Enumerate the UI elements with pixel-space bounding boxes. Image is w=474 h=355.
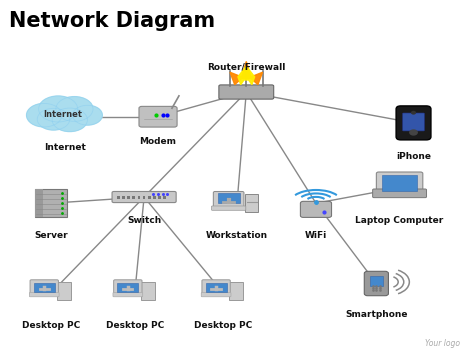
FancyBboxPatch shape xyxy=(29,293,59,297)
Text: Server: Server xyxy=(35,231,68,240)
Text: Workstation: Workstation xyxy=(206,231,268,240)
Text: Modem: Modem xyxy=(139,137,176,146)
FancyBboxPatch shape xyxy=(132,196,135,198)
FancyBboxPatch shape xyxy=(117,196,120,198)
FancyBboxPatch shape xyxy=(112,191,176,203)
FancyBboxPatch shape xyxy=(402,113,424,131)
Text: Desktop PC: Desktop PC xyxy=(106,321,164,329)
FancyBboxPatch shape xyxy=(34,283,55,293)
FancyBboxPatch shape xyxy=(143,196,146,198)
Text: Internet: Internet xyxy=(43,110,82,119)
FancyBboxPatch shape xyxy=(202,280,230,295)
Circle shape xyxy=(27,103,62,127)
FancyBboxPatch shape xyxy=(158,196,161,198)
FancyBboxPatch shape xyxy=(301,201,331,217)
Circle shape xyxy=(39,96,78,122)
Text: Router/Firewall: Router/Firewall xyxy=(207,63,285,72)
Circle shape xyxy=(56,97,93,121)
Circle shape xyxy=(411,111,415,114)
Circle shape xyxy=(410,130,417,135)
FancyBboxPatch shape xyxy=(141,282,155,300)
Polygon shape xyxy=(230,61,263,84)
Text: Smartphone: Smartphone xyxy=(345,310,408,319)
FancyBboxPatch shape xyxy=(218,193,240,203)
FancyBboxPatch shape xyxy=(383,175,417,191)
Text: Desktop PC: Desktop PC xyxy=(22,321,80,329)
FancyBboxPatch shape xyxy=(128,196,130,198)
FancyBboxPatch shape xyxy=(118,283,138,293)
FancyBboxPatch shape xyxy=(36,189,67,217)
FancyBboxPatch shape xyxy=(211,206,246,210)
Text: Network Diagram: Network Diagram xyxy=(9,11,216,31)
FancyBboxPatch shape xyxy=(113,293,143,297)
FancyBboxPatch shape xyxy=(229,282,243,300)
Text: Internet: Internet xyxy=(44,143,86,152)
Text: WiFi: WiFi xyxy=(305,231,327,240)
FancyBboxPatch shape xyxy=(246,194,258,212)
FancyBboxPatch shape xyxy=(137,196,140,198)
Text: Laptop Computer: Laptop Computer xyxy=(356,215,444,225)
FancyBboxPatch shape xyxy=(139,106,177,127)
FancyBboxPatch shape xyxy=(396,106,431,140)
FancyBboxPatch shape xyxy=(153,196,155,198)
FancyBboxPatch shape xyxy=(373,189,427,198)
Text: Desktop PC: Desktop PC xyxy=(194,321,252,329)
FancyBboxPatch shape xyxy=(370,276,383,286)
FancyBboxPatch shape xyxy=(163,196,166,198)
FancyBboxPatch shape xyxy=(376,172,423,194)
FancyBboxPatch shape xyxy=(213,191,244,209)
FancyBboxPatch shape xyxy=(219,85,273,99)
FancyBboxPatch shape xyxy=(148,196,151,198)
FancyBboxPatch shape xyxy=(36,189,43,217)
Text: iPhone: iPhone xyxy=(396,152,431,161)
Polygon shape xyxy=(238,66,255,84)
FancyBboxPatch shape xyxy=(201,293,231,297)
Text: Switch: Switch xyxy=(127,215,161,225)
FancyBboxPatch shape xyxy=(30,280,58,295)
FancyBboxPatch shape xyxy=(206,283,227,293)
Circle shape xyxy=(37,108,70,130)
FancyBboxPatch shape xyxy=(114,280,142,295)
Circle shape xyxy=(52,108,87,132)
FancyBboxPatch shape xyxy=(122,196,125,198)
FancyBboxPatch shape xyxy=(57,282,71,300)
FancyBboxPatch shape xyxy=(365,271,388,296)
Circle shape xyxy=(73,105,102,125)
Text: Your logo: Your logo xyxy=(425,339,460,348)
